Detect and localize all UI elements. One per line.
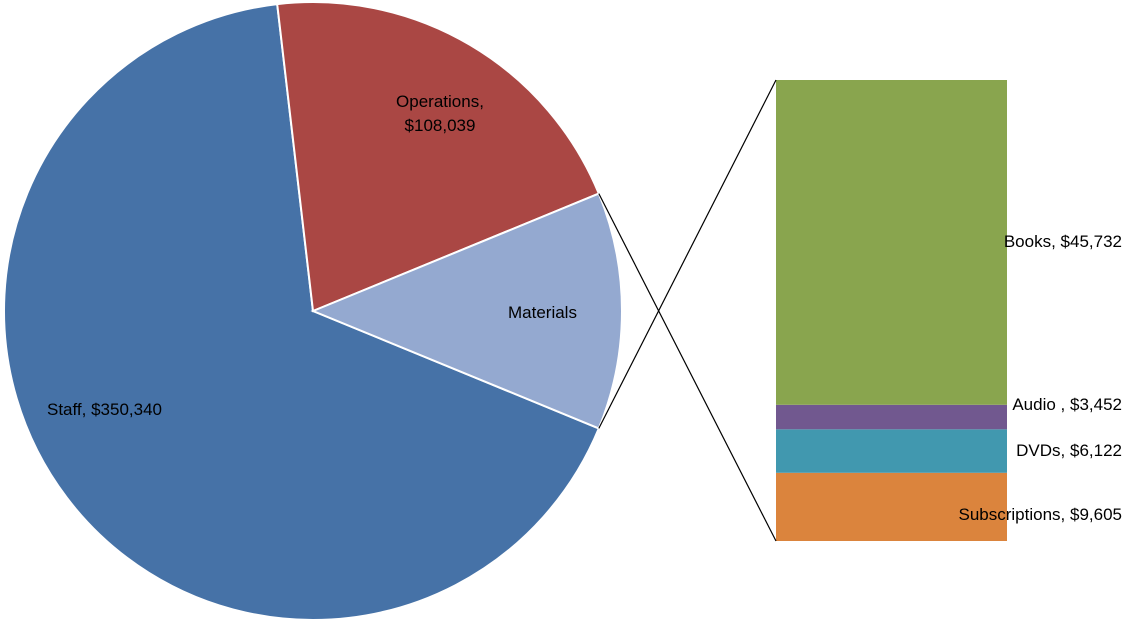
data-label: Operations, $108,039	[396, 92, 484, 135]
connector-line	[598, 193, 777, 542]
data-label: Subscriptions, $9,605	[958, 504, 1123, 524]
connector-line	[598, 79, 777, 429]
pie-slice	[276, 1, 601, 313]
data-label: Materials	[508, 303, 577, 322]
bar-segment	[776, 404, 1007, 430]
data-label: Audio , $3,452	[1012, 395, 1122, 415]
bar-segment	[776, 80, 1007, 405]
bar-segment	[776, 472, 1007, 541]
data-label: Staff, $350,340	[47, 400, 163, 419]
pie-slice	[3, 2, 601, 621]
pie-slice	[310, 192, 623, 430]
bar-segment	[776, 429, 1007, 473]
data-label: DVDs, $6,122	[1016, 441, 1122, 461]
data-label: Books, $45,732	[1003, 232, 1122, 252]
